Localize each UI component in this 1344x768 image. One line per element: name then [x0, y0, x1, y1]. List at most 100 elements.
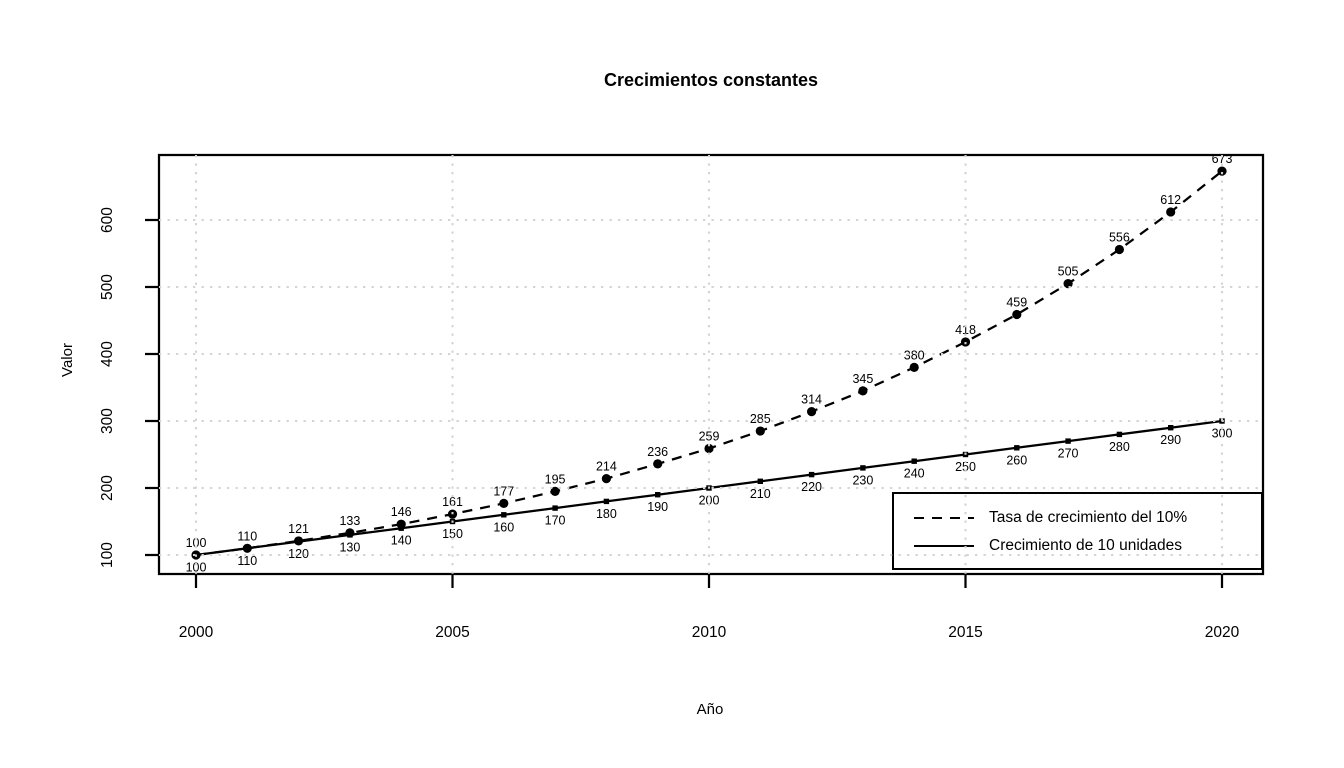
data-label: 170 [545, 514, 566, 528]
data-label: 290 [1160, 433, 1181, 447]
data-point [960, 337, 971, 347]
data-label: 210 [750, 487, 771, 501]
data-label: 418 [955, 323, 976, 337]
data-label: 130 [339, 540, 360, 554]
data-label: 240 [904, 467, 925, 481]
data-point [550, 486, 560, 496]
data-point [1014, 445, 1020, 451]
data-point [499, 498, 509, 509]
data-label: 150 [442, 527, 463, 541]
data-point [1012, 309, 1022, 320]
data-label: 140 [391, 534, 412, 548]
data-label: 110 [237, 529, 257, 543]
data-label: 280 [1109, 440, 1130, 454]
data-label: 121 [288, 522, 309, 536]
legend-item-linear-growth: Crecimiento de 10 unidades [914, 532, 1261, 560]
data-point [449, 518, 456, 525]
data-label: 260 [1006, 453, 1027, 467]
data-point [858, 386, 868, 396]
data-label: 177 [493, 484, 514, 498]
data-label: 230 [852, 473, 873, 487]
data-label: 100 [186, 536, 207, 550]
y-tick-label: 500 [99, 274, 116, 300]
data-point [911, 458, 917, 464]
data-point [757, 478, 763, 484]
data-point [704, 443, 714, 454]
data-label: 214 [596, 460, 617, 474]
data-label: 380 [904, 348, 925, 362]
data-label: 190 [647, 500, 668, 514]
data-label: 220 [801, 480, 822, 494]
data-label: 160 [493, 520, 514, 534]
x-tick-label: 2015 [948, 624, 982, 641]
data-point [347, 532, 353, 538]
y-tick-label: 400 [99, 341, 116, 367]
data-point [860, 465, 866, 471]
data-point [501, 512, 507, 518]
data-point [808, 471, 815, 478]
chart-title: Crecimientos constantes [603, 70, 819, 90]
y-tick-label: 200 [99, 475, 116, 501]
data-point [193, 552, 199, 558]
legend: Tasa de crecimiento del 10% Crecimiento … [892, 492, 1263, 570]
legend-label-growth-rate: Tasa de crecimiento del 10% [989, 509, 1188, 526]
data-point [1114, 244, 1124, 255]
data-point [1219, 418, 1225, 424]
x-tick-label: 2010 [692, 624, 727, 641]
data-point [655, 492, 661, 498]
data-point [1116, 431, 1123, 438]
data-point [295, 538, 302, 545]
data-label: 612 [1160, 193, 1181, 207]
data-label: 556 [1109, 230, 1130, 244]
data-point [962, 451, 969, 458]
x-tick-label: 2020 [1205, 624, 1240, 641]
data-label: 110 [237, 554, 257, 568]
data-label: 100 [186, 561, 207, 575]
data-point [1065, 438, 1071, 444]
data-label: 673 [1212, 152, 1233, 166]
data-point [447, 509, 458, 519]
data-point [1217, 166, 1227, 176]
data-point [909, 362, 919, 372]
y-tick-label: 100 [99, 542, 116, 568]
data-label: 285 [750, 412, 771, 426]
data-point [1166, 207, 1176, 217]
data-label: 314 [801, 393, 822, 407]
data-label: 195 [545, 472, 566, 486]
data-label: 133 [339, 514, 360, 528]
data-point [552, 505, 558, 511]
data-label: 146 [391, 505, 412, 519]
data-label: 161 [442, 495, 463, 509]
data-point [244, 545, 250, 551]
data-label: 345 [852, 372, 873, 386]
data-point [807, 407, 817, 417]
data-label: 459 [1006, 295, 1027, 309]
data-label: 120 [288, 547, 309, 561]
x-tick-label: 2005 [435, 624, 469, 641]
data-label: 236 [647, 445, 668, 459]
y-tick-label: 300 [99, 408, 116, 434]
data-point [601, 474, 612, 484]
solid-line-sample-icon [914, 544, 974, 548]
x-axis-title: Año [696, 701, 724, 718]
legend-item-growth-rate: Tasa de crecimiento del 10% [914, 504, 1261, 532]
legend-label-linear-growth: Crecimiento de 10 unidades [989, 537, 1183, 554]
plot-box [157, 153, 1265, 576]
data-point [653, 459, 663, 469]
data-label: 505 [1058, 265, 1079, 279]
data-label: 250 [955, 460, 976, 474]
data-point [706, 485, 712, 491]
data-point [1063, 279, 1073, 289]
data-point [603, 498, 610, 505]
data-label: 180 [596, 507, 617, 521]
dashed-line-sample-icon [914, 516, 974, 520]
data-point [1168, 425, 1174, 431]
data-label: 259 [699, 429, 720, 443]
data-label: 300 [1212, 427, 1233, 441]
data-label: 270 [1058, 447, 1079, 461]
data-point [755, 426, 765, 436]
y-tick-label: 600 [99, 207, 116, 233]
data-label: 200 [699, 494, 720, 508]
